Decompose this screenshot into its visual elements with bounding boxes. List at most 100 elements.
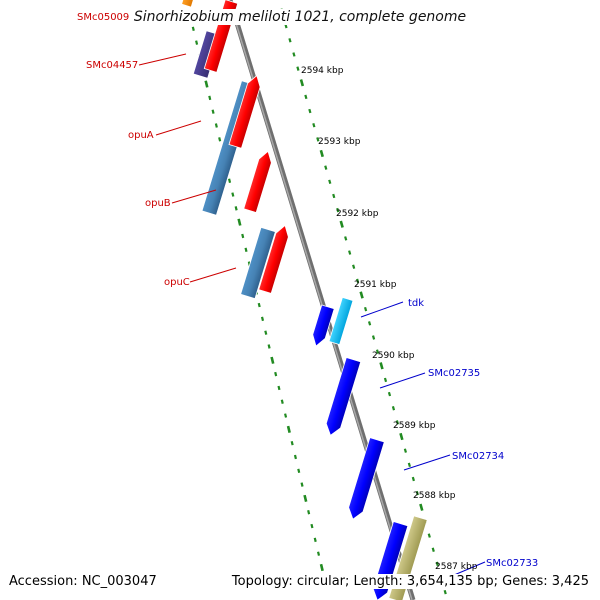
tick-mark: [214, 123, 218, 128]
tick-mark: [260, 316, 265, 322]
tick-mark: [435, 561, 439, 567]
tick-mark: [274, 371, 278, 377]
tick-mark: [303, 494, 308, 503]
topology-text: Topology: circular; Length: 3,654,135 bp…: [230, 574, 590, 589]
kbp-tick-labels: 2594 kbp 2593 kbp 2592 kbp 2591 kbp 2590 kbp…: [301, 66, 478, 572]
tick-mark: [359, 291, 364, 299]
gene-label: SMc02733: [486, 558, 538, 569]
tick-mark: [411, 476, 415, 482]
tick-mark: [218, 137, 222, 142]
tick-mark: [195, 40, 199, 45]
tick-mark: [290, 440, 294, 446]
tick-mark: [257, 302, 261, 308]
kbp-tick-label: 2589 kbp: [393, 421, 436, 431]
tick-mark: [399, 432, 404, 441]
gene-arrow: [228, 74, 261, 149]
tick-mark: [419, 503, 424, 511]
tick-mark: [407, 462, 411, 468]
tick-mark: [299, 79, 305, 87]
gene-arrow: [243, 150, 272, 214]
tick-mark: [211, 109, 215, 114]
label-connector-line: [171, 189, 217, 204]
accession-value: Accession: NC_003047: [8, 574, 158, 589]
tick-mark: [277, 385, 281, 391]
tick-mark: [312, 122, 316, 128]
tick-mark: [371, 335, 376, 340]
tick-mark: [304, 94, 308, 100]
kbp-tick-label: 2590 kbp: [372, 351, 415, 361]
tick-mark: [300, 482, 304, 487]
tick-mark: [319, 149, 324, 158]
tick-mark: [228, 178, 232, 183]
label-connector-line: [155, 120, 202, 136]
map-title-text: Sinorhizobium meliloti 1021, complete ge…: [131, 9, 469, 25]
tick-mark: [241, 233, 245, 239]
tick-mark: [284, 413, 288, 418]
tick-mark: [270, 356, 275, 364]
tick-mark: [191, 26, 195, 32]
tick-mark: [267, 344, 271, 349]
gene-arrow: [348, 437, 385, 520]
gene-label: opuC: [164, 277, 190, 288]
kbp-tick-label: 2588 kbp: [413, 491, 456, 501]
label-connector-line: [138, 53, 187, 66]
kbp-tick-label: 2594 kbp: [301, 66, 344, 76]
gene-label: opuB: [145, 198, 171, 209]
tick-mark: [375, 349, 380, 354]
label-connector-line: [189, 267, 237, 283]
tick-mark: [310, 523, 314, 529]
tick-mark: [352, 264, 356, 269]
tick-mark: [264, 330, 268, 335]
tick-mark: [403, 448, 408, 453]
accession-text: Accession: NC_003047: [8, 574, 158, 589]
tick-mark: [292, 52, 296, 57]
tick-mark: [324, 165, 328, 170]
label-connector-line: [360, 301, 404, 318]
tick-mark: [367, 321, 372, 326]
tick-mark: [208, 95, 212, 101]
tick-mark: [332, 193, 336, 199]
gene-label: SMc02735: [428, 368, 480, 379]
gene-arrow: [328, 296, 354, 346]
tick-mark: [383, 377, 388, 383]
tick-mark: [328, 179, 332, 185]
kbp-tick-label: 2587 kbp: [435, 562, 478, 572]
kbp-tick-label: 2592 kbp: [336, 209, 379, 219]
tick-mark: [336, 207, 340, 213]
tick-mark: [316, 137, 320, 142]
tick-mark: [288, 38, 292, 43]
tick-mark: [316, 551, 321, 556]
kbp-tick-label: 2591 kbp: [354, 280, 397, 290]
tick-mark: [391, 405, 396, 411]
tick-mark: [427, 533, 431, 538]
tick-mark: [379, 362, 384, 370]
tick-mark: [319, 563, 324, 572]
tick-mark: [280, 399, 284, 404]
tick-mark: [339, 220, 344, 228]
tick-mark: [204, 80, 209, 88]
tick-mark: [348, 250, 352, 255]
tick-mark: [308, 108, 312, 114]
gene-arrow: [258, 224, 289, 294]
tick-mark: [415, 490, 419, 496]
tick-mark: [307, 510, 311, 515]
label-connector-line: [403, 454, 451, 471]
tick-mark: [296, 66, 300, 71]
tick-mark: [237, 218, 242, 226]
gene-arrow: [181, 0, 197, 8]
tick-mark: [344, 236, 348, 241]
tick-mark: [395, 420, 400, 425]
tick-mark: [431, 547, 435, 552]
tick-mark: [356, 278, 360, 284]
gene-arrow: [240, 226, 276, 300]
kbp-tick-label: 2593 kbp: [318, 137, 361, 147]
gene-features: [181, 0, 428, 600]
tick-mark: [244, 247, 248, 253]
gene-label: SMc04457: [86, 60, 138, 71]
gene-name-labels: SMc05009 SMc04457 opuA opuB opuC tdk SMc02735 S…: [77, 12, 538, 569]
gene-label: tdk: [408, 298, 424, 309]
map-title: Sinorhizobium meliloti 1021, complete ge…: [0, 9, 600, 25]
topology-value: Topology: circular; Length: 3,654,135 bp…: [230, 574, 590, 589]
tick-mark: [363, 306, 368, 312]
